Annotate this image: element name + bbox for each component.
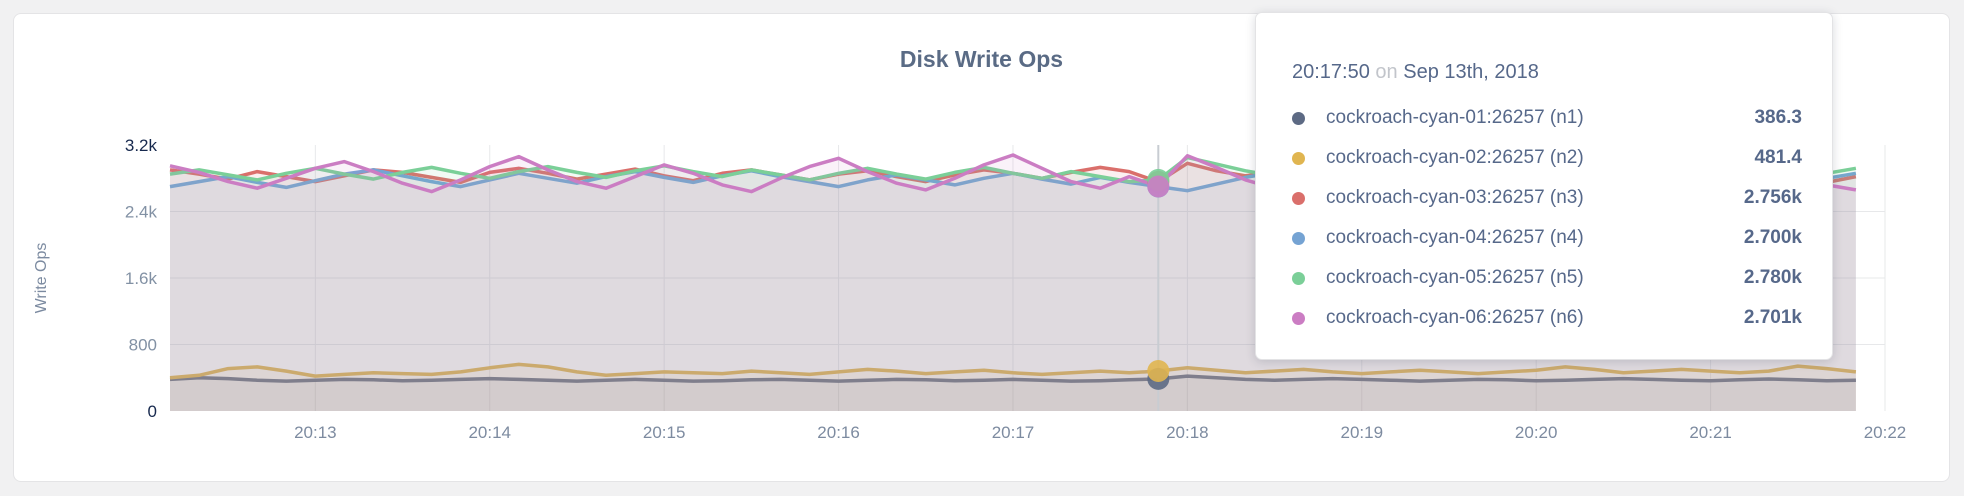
series-name: cockroach-cyan-02:26257 (n2) <box>1326 147 1584 168</box>
chart-title: Disk Write Ops <box>899 46 1064 72</box>
x-tick-label: 20:13 <box>294 423 337 442</box>
y-tick-label: 0 <box>148 402 157 421</box>
series-area-n1 <box>170 376 1856 411</box>
tooltip-row: cockroach-cyan-02:26257 (n2) 481.4 <box>1292 138 1802 178</box>
tooltip-row: cockroach-cyan-03:26257 (n3) 2.756k <box>1292 178 1802 218</box>
tooltip-time: 20:17:50 <box>1292 61 1370 83</box>
series-name: cockroach-cyan-01:26257 (n1) <box>1326 107 1584 128</box>
tooltip-header: 20:17:50 on Sep 13th, 2018 <box>1292 61 1802 84</box>
highlight-dot-n6 <box>1147 175 1170 198</box>
tooltip-rows: cockroach-cyan-01:26257 (n1) 386.3 cockroa… <box>1292 98 1802 338</box>
series-color-dot <box>1292 231 1305 245</box>
series-color-dot <box>1292 191 1305 205</box>
y-tick-label: 800 <box>129 336 157 355</box>
series-name: cockroach-cyan-06:26257 (n6) <box>1326 307 1584 328</box>
series-area-n2 <box>170 364 1856 411</box>
series-name: cockroach-cyan-03:26257 (n3) <box>1326 187 1584 208</box>
series-name: cockroach-cyan-04:26257 (n4) <box>1326 227 1584 248</box>
tooltip-row: cockroach-cyan-06:26257 (n6) 2.701k <box>1292 298 1802 338</box>
tooltip-date: Sep 13th, 2018 <box>1403 61 1539 83</box>
y-tick-label: 1.6k <box>125 269 158 288</box>
series-color-dot <box>1292 311 1305 325</box>
x-tick-label: 20:20 <box>1515 423 1558 442</box>
hover-tooltip: 20:17:50 on Sep 13th, 2018 cockroach-cya… <box>1255 12 1833 360</box>
series-color-dot <box>1292 271 1305 285</box>
tooltip-row: cockroach-cyan-04:26257 (n4) 2.700k <box>1292 218 1802 258</box>
series-line-n1 <box>169 374 1856 383</box>
series-value: 2.756k <box>1743 187 1802 208</box>
x-tick-label: 20:19 <box>1341 423 1384 442</box>
x-tick-label: 20:21 <box>1689 423 1732 442</box>
series-value: 2.780k <box>1743 267 1802 288</box>
series-color-dot <box>1292 151 1305 165</box>
y-axis-label: Write Ops <box>33 243 50 314</box>
series-value: 2.700k <box>1743 227 1802 248</box>
series-line-n2 <box>169 362 1857 380</box>
series-value: 481.4 <box>1754 147 1802 168</box>
tooltip-row: cockroach-cyan-05:26257 (n5) 2.780k <box>1292 258 1802 298</box>
y-tick-label: 2.4k <box>125 203 158 222</box>
tooltip-on-word: on <box>1375 61 1398 83</box>
highlight-dot-n2 <box>1147 359 1170 382</box>
x-tick-label: 20:22 <box>1864 423 1907 442</box>
series-color-dot <box>1292 111 1305 125</box>
x-tick-label: 20:15 <box>643 423 686 442</box>
series-value: 386.3 <box>1754 107 1802 128</box>
x-tick-label: 20:14 <box>468 423 511 442</box>
series-value: 2.701k <box>1743 307 1802 328</box>
x-tick-label: 20:18 <box>1166 423 1209 442</box>
x-tick-label: 20:17 <box>992 423 1035 442</box>
tooltip-row: cockroach-cyan-01:26257 (n1) 386.3 <box>1292 98 1802 138</box>
series-name: cockroach-cyan-05:26257 (n5) <box>1326 267 1584 288</box>
y-tick-label: 3.2k <box>125 136 158 155</box>
x-tick-label: 20:16 <box>817 423 860 442</box>
